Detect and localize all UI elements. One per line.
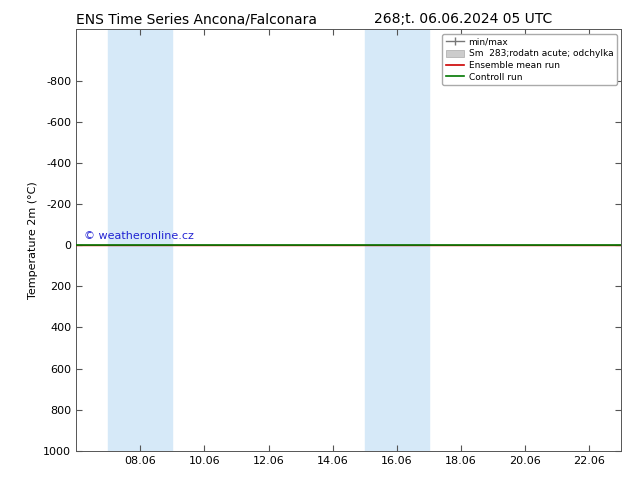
Bar	[365, 29, 429, 451]
Bar	[108, 29, 172, 451]
Legend: min/max, Sm  283;rodatn acute; odchylka, Ensemble mean run, Controll run: min/max, Sm 283;rodatn acute; odchylka, …	[443, 34, 617, 85]
Text: 268;t. 06.06.2024 05 UTC: 268;t. 06.06.2024 05 UTC	[373, 12, 552, 26]
Text: © weatheronline.cz: © weatheronline.cz	[84, 231, 194, 241]
Y-axis label: Temperature 2m (°C): Temperature 2m (°C)	[28, 181, 37, 299]
Text: ENS Time Series Ancona/Falconara: ENS Time Series Ancona/Falconara	[76, 12, 317, 26]
